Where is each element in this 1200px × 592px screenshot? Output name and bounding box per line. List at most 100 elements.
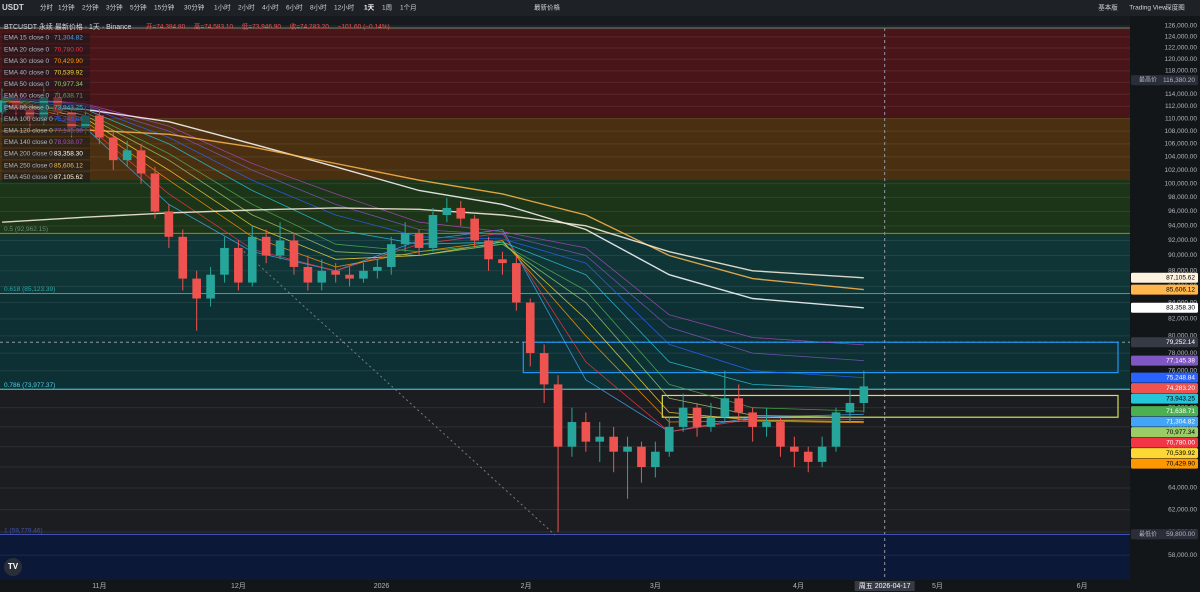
y-tick-label: 90,000.00 <box>1168 252 1197 259</box>
interval-button[interactable]: 1个月 <box>400 4 417 12</box>
x-tick-label: 11月 <box>92 582 106 590</box>
grid <box>0 25 1130 580</box>
price-tag <box>1131 383 1198 394</box>
fib-label: 0.618 (85,123.39) <box>4 286 55 293</box>
interval-button[interactable]: 15分钟 <box>154 3 175 12</box>
legend-name: EMA 200 close 0 <box>4 151 53 158</box>
price-tag-label: 70,977.34 <box>1166 429 1195 436</box>
y-tick-label: 98,000.00 <box>1168 194 1197 201</box>
interval-button[interactable]: 3分钟 <box>106 3 123 12</box>
symbol[interactable]: USDT <box>2 3 24 12</box>
toolbar-link[interactable]: 基本版 <box>1098 3 1118 12</box>
legend-bg <box>2 67 90 78</box>
interval-button[interactable]: 分时 <box>40 3 54 12</box>
legend-value: 85,606.12 <box>54 162 83 169</box>
candle-body <box>498 259 507 264</box>
candle-body <box>790 446 799 452</box>
candle-body <box>359 270 368 279</box>
ohlc-value: 高=74,583.10 <box>194 22 234 31</box>
price-tag <box>1131 393 1198 404</box>
y-tick-label: 64,000.00 <box>1168 485 1197 492</box>
interval-button[interactable]: 1周 <box>382 4 392 12</box>
interval-button[interactable]: 6小时 <box>286 3 303 12</box>
interval-button[interactable]: 2小时 <box>238 3 255 12</box>
fib-label: 0.786 (73,977.37) <box>4 382 55 389</box>
legend-bg <box>2 33 90 43</box>
interval-button[interactable]: 1小时 <box>214 3 231 12</box>
candle-body <box>762 422 771 427</box>
x-tick-label: 周五 2026-04-17 <box>859 582 911 590</box>
candle-body <box>637 446 646 468</box>
candle-body <box>317 270 327 283</box>
candle-body <box>414 233 424 248</box>
x-tick-label: 3月 <box>650 582 661 590</box>
legend-bg <box>2 91 90 101</box>
price-tag-label: 116,380.20 <box>1163 77 1195 84</box>
candle-body <box>664 426 674 452</box>
time-axis <box>0 580 1130 592</box>
ohlc-value: 低=73,946.90 <box>242 22 282 31</box>
y-tick-label: 126,000.00 <box>1164 23 1197 30</box>
ema-line <box>2 129 864 291</box>
zone <box>0 180 1130 235</box>
interval-button[interactable]: 12小时 <box>334 3 355 12</box>
candle-body <box>289 240 299 267</box>
legend-value: 77,145.38 <box>54 128 83 135</box>
x-tick-label: 12月 <box>231 582 246 590</box>
candle-body <box>345 274 354 279</box>
candle-body <box>706 417 716 427</box>
legend-name: EMA 20 close 0 <box>4 46 50 53</box>
candle-body <box>247 236 257 283</box>
caption-bg <box>1136 75 1160 86</box>
interval-button[interactable]: 1分钟 <box>58 3 75 12</box>
interval-button[interactable]: 2分钟 <box>82 3 99 12</box>
legend-bg <box>2 56 90 67</box>
candle-body <box>651 451 660 468</box>
price-tag <box>1131 437 1198 448</box>
y-tick-label: 104,000.00 <box>1164 154 1197 161</box>
price-tag-label: 77,145.38 <box>1166 357 1195 364</box>
x-tick-label: 6月 <box>1077 582 1088 590</box>
toolbar <box>0 0 1200 16</box>
interval-button[interactable]: 4小时 <box>262 3 279 12</box>
y-tick-label: 120,000.00 <box>1164 56 1197 63</box>
interval-button[interactable]: 1天 <box>364 4 375 12</box>
legend-name: EMA 60 close 0 <box>4 93 50 100</box>
candle-body <box>220 247 229 275</box>
interval-button[interactable]: 5分钟 <box>130 3 147 12</box>
y-tick-label: 118,000.00 <box>1165 67 1197 74</box>
legend-name: EMA 50 close 0 <box>4 81 50 88</box>
candle-body <box>261 236 271 256</box>
legend-bg <box>2 137 90 148</box>
price-tag <box>1131 372 1198 383</box>
candle-body <box>386 244 396 267</box>
legend-value: 70,780.00 <box>54 46 83 53</box>
y-tick-label: 102,000.00 <box>1164 167 1197 174</box>
legend-bg <box>2 114 90 125</box>
legend-value: 70,429.90 <box>54 58 83 65</box>
interval-button[interactable]: 30分钟 <box>184 3 205 12</box>
y-tick-label: 114,000.00 <box>1165 91 1197 98</box>
candle-body <box>150 173 160 212</box>
price-type[interactable]: 最新价格 <box>534 3 561 12</box>
fib-label: 0.5 (92,962.15) <box>4 226 48 233</box>
price-tag-label: 79,252.14 <box>1166 339 1195 346</box>
candle-body <box>845 402 855 413</box>
candle-body <box>95 115 104 138</box>
y-tick-label: 96,000.00 <box>1168 208 1197 215</box>
toolbar-link[interactable]: 深度图 <box>1165 3 1185 12</box>
toolbar-link[interactable]: Trading View <box>1129 5 1167 12</box>
legend-bg <box>2 160 90 171</box>
legend-value: 83,358.30 <box>54 151 83 158</box>
price-tag-label: 74,283.20 <box>1166 385 1195 392</box>
price-tag <box>1131 302 1198 313</box>
y-tick-label: 94,000.00 <box>1168 223 1197 230</box>
interval-button[interactable]: 8小时 <box>310 3 327 12</box>
candle-body <box>859 386 869 403</box>
candle-body <box>609 436 618 452</box>
ohlc-value: −101.60 (−0.14%) <box>338 24 390 31</box>
candle-body <box>25 109 35 119</box>
price-tag-label: 70,429.90 <box>1166 460 1195 467</box>
ema-line <box>2 207 864 279</box>
